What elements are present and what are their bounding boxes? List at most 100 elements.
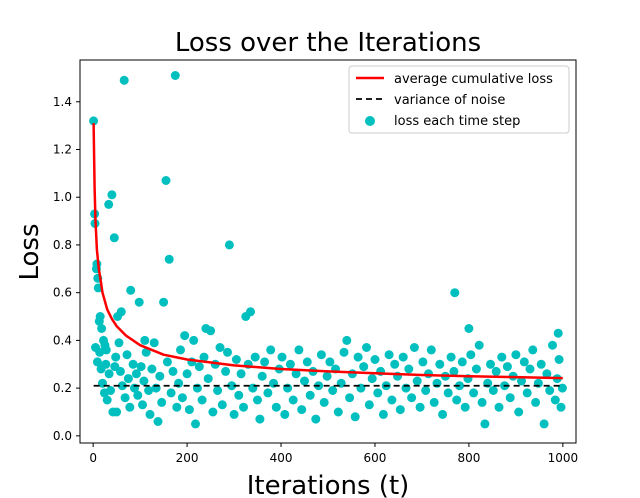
loss-point-188 [486,359,495,369]
loss-point-114 [277,352,287,362]
loss-point-77 [177,393,187,403]
average-loss-line [92,123,563,380]
loss-point-192 [497,352,507,362]
loss-point-93 [217,400,227,410]
loss-point-20 [134,297,144,307]
loss-point-32 [464,324,474,333]
legend-box [348,65,570,134]
loss-point-197 [511,350,521,360]
loss-point-8 [95,312,105,321]
loss-point-63 [144,386,154,395]
loss-point-163 [415,402,425,412]
loss-point-140 [350,412,360,422]
loss-point-83 [191,419,200,429]
loss-point-215 [557,383,567,393]
loss-point-176 [452,395,462,405]
loss-point-46 [111,352,121,362]
y-tick-label-0: 0.0 [53,429,72,443]
loss-point-43 [106,386,115,395]
loss-point-207 [539,419,549,429]
loss-point-94 [221,366,231,376]
x-tick-label-0: 0 [89,451,97,465]
loss-point-147 [370,355,380,364]
loss-point-30 [246,307,255,317]
loss-point-171 [438,409,448,419]
loss-point-208 [542,369,552,379]
loss-point-138 [345,393,355,403]
loss-point-57 [131,369,141,379]
y-tick-label-5: 1.0 [53,190,72,204]
loss-point-60 [138,400,147,410]
loss-point-134 [333,407,343,417]
loss-point-86 [197,395,207,405]
loss-point-18 [119,75,129,85]
loss-point-0 [89,116,99,126]
x-tick-label-400: 400 [270,451,293,465]
loss-point-24 [164,254,174,264]
x-axis: 0 200 400 600 800 1000 [89,443,578,465]
loss-point-69 [155,371,165,381]
loss-point-152 [384,350,394,360]
loss-point-70 [157,397,167,407]
loss-point-173 [443,388,453,398]
loss-point-165 [421,386,431,395]
x-tick-label-600: 600 [364,451,387,465]
loss-point-137 [342,335,352,345]
loss-point-87 [199,352,209,362]
loss-point-82 [189,335,199,345]
loss-point-14 [107,190,117,200]
loss-point-194 [502,362,512,372]
loss-point-202 [525,364,535,374]
loss-point-91 [213,386,223,395]
loss-point-199 [517,376,526,386]
loss-point-59 [136,362,146,372]
loss-point-124 [305,390,315,400]
loss-point-27 [206,326,216,336]
loss-point-112 [271,402,281,412]
loss-point-144 [362,343,371,352]
loss-point-31 [450,288,460,298]
loss-point-92 [215,343,225,352]
loss-point-15 [109,233,119,243]
loss-point-99 [234,390,244,400]
loss-point-143 [359,362,369,372]
legend-marker-loss [365,116,375,126]
loss-point-78 [180,331,190,341]
loss-point-121 [297,405,307,415]
loss-point-131 [325,357,335,367]
loss-point-76 [176,345,185,355]
loss-point-33 [553,328,563,338]
loss-point-105 [253,395,262,405]
loss-point-213 [554,355,564,364]
y-tick-label-2: 0.4 [53,333,72,347]
loss-point-36 [95,347,105,357]
loss-point-21 [140,335,150,345]
loss-point-168 [429,397,439,407]
loss-point-123 [302,357,312,367]
loss-point-200 [519,357,529,367]
loss-point-160 [407,393,417,403]
loss-point-181 [466,350,476,360]
loss-point-214 [556,402,566,412]
chart-title: Loss over the Iterations [175,28,481,58]
loss-point-182 [469,388,479,398]
loss-point-64 [145,409,155,419]
loss-point-97 [229,409,239,419]
loss-point-117 [285,359,295,369]
loss-point-74 [172,402,182,412]
loss-point-80 [184,405,194,415]
loss-point-204 [531,397,541,407]
y-axis: 0.0 0.2 0.4 0.6 0.8 1.0 1.2 1.4 [53,95,80,443]
loss-point-129 [319,397,329,407]
loss-point-79 [182,369,192,379]
loss-point-145 [364,400,374,410]
loss-point-162 [412,376,422,386]
y-tick-label-4: 0.8 [53,238,72,252]
loss-point-146 [367,374,377,384]
loss-point-65 [147,364,157,374]
loss-point-118 [288,395,298,405]
loss-point-47 [112,407,122,417]
loss-point-61 [139,376,149,386]
loss-point-139 [347,369,357,379]
